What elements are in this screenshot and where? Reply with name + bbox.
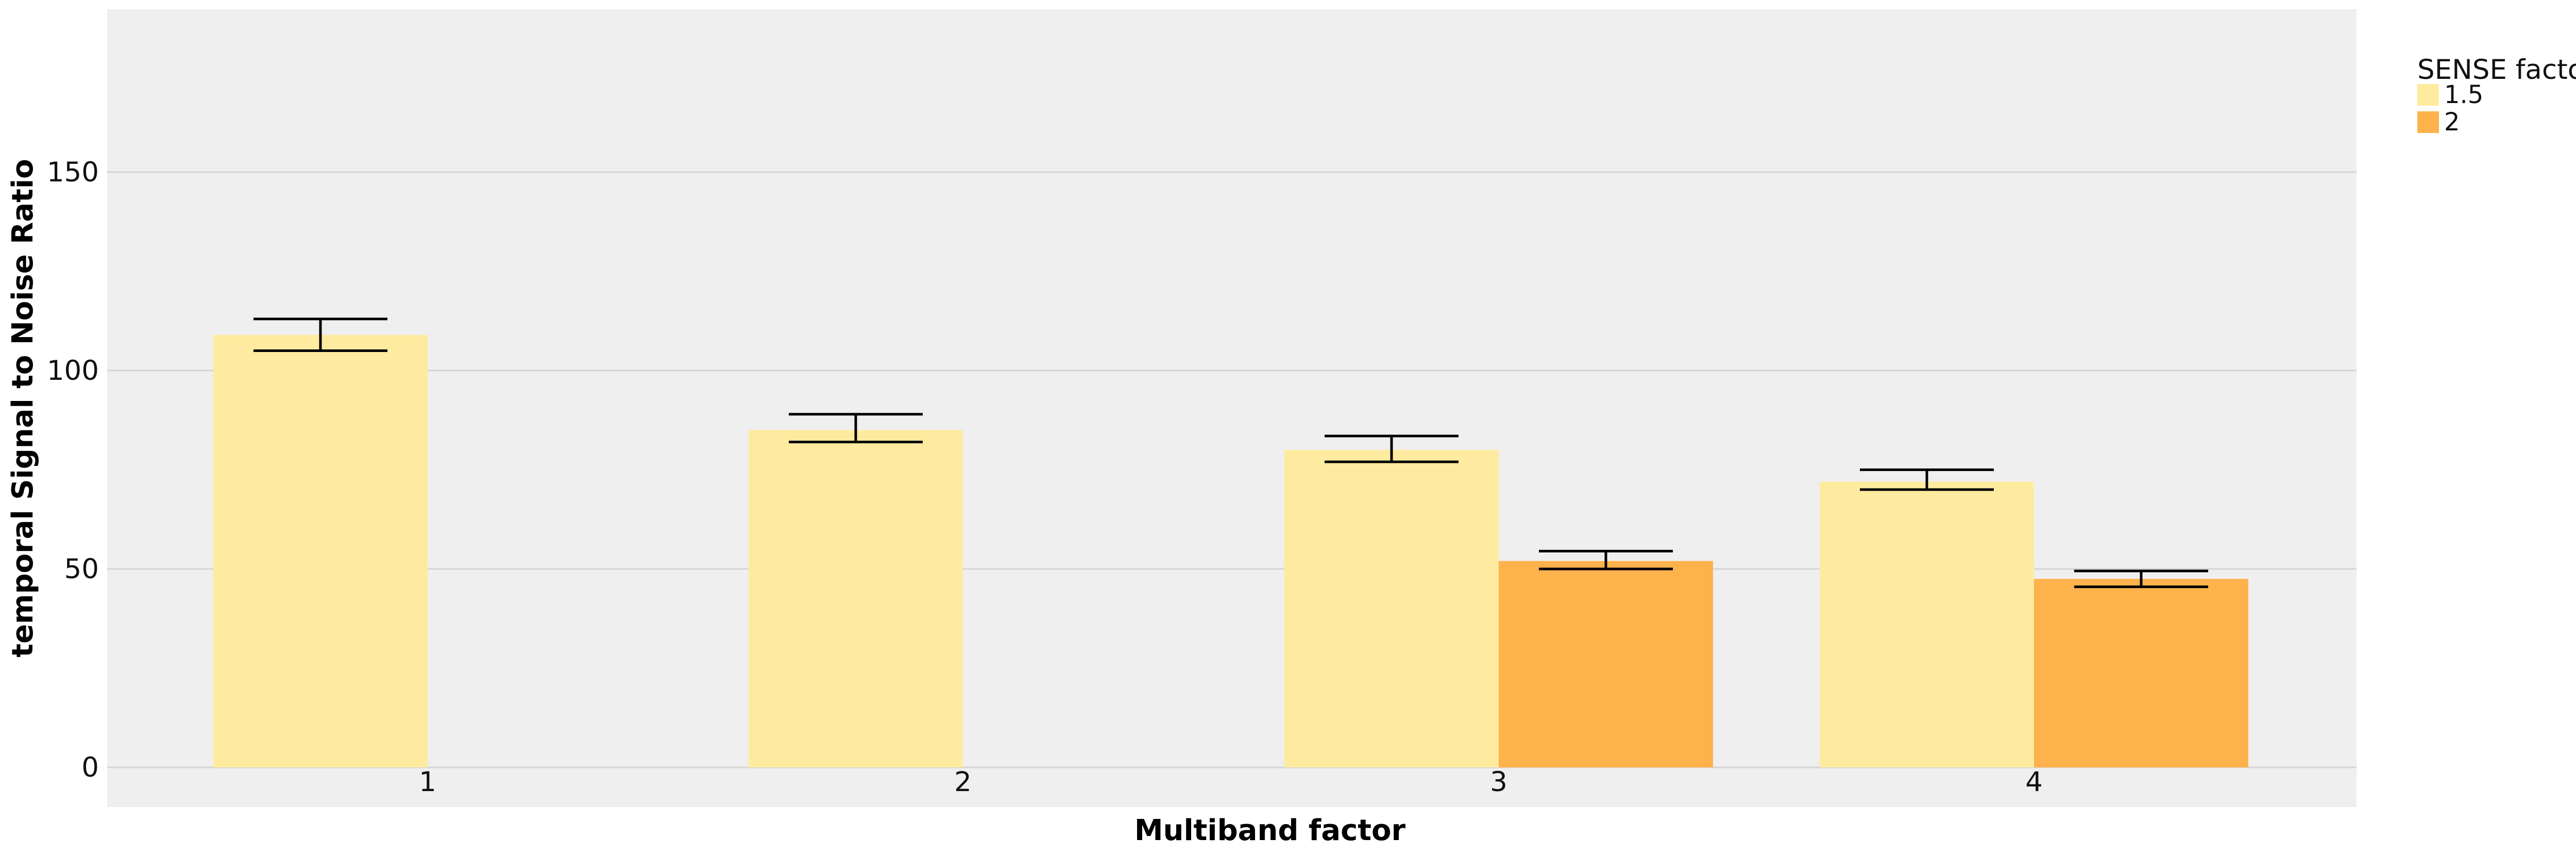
y-tick-label: 50 [64, 554, 99, 585]
error-bar-sense-1-5-mb-2 [789, 413, 923, 444]
x-axis-ticks: 1 2 3 4 [419, 766, 2043, 798]
y-tick-label: 0 [81, 752, 99, 783]
bar-sense-1-5-mb-3 [1284, 450, 1499, 767]
y-tick-label: 150 [47, 157, 99, 188]
error-bar-sense-2-mb-3 [1539, 549, 1673, 571]
y-axis-title: temporal Signal to Noise Ratio [6, 159, 40, 657]
error-bar-sense-1-5-mb-3 [1325, 434, 1459, 463]
error-bar-sense-1-5-mb-4 [1860, 468, 1994, 491]
error-bars [253, 317, 2208, 589]
bar-sense-2-mb-3 [1499, 561, 1713, 767]
bar-sense-2-mb-4 [2034, 579, 2248, 767]
x-tick-label: 2 [954, 766, 972, 798]
legend-swatch-2 [2417, 111, 2439, 133]
bar-sense-1-5-mb-4 [1820, 481, 2034, 767]
bars [213, 334, 2248, 767]
legend-title: SENSE factor [2417, 54, 2576, 86]
x-tick-label: 4 [2025, 766, 2043, 798]
error-bar-sense-2-mb-4 [2074, 569, 2208, 589]
x-tick-label: 1 [419, 766, 436, 798]
legend-swatch-1-5 [2417, 84, 2439, 106]
bar-sense-1-5-mb-2 [749, 430, 963, 767]
legend: SENSE factor 1.5 2 [2417, 54, 2576, 137]
x-axis-title: Multiband factor [1134, 814, 1406, 847]
bar-sense-1-5-mb-1 [213, 334, 428, 767]
error-bar-sense-1-5-mb-1 [253, 317, 387, 352]
legend-label-1-5: 1.5 [2444, 80, 2483, 109]
legend-label-2: 2 [2444, 108, 2460, 137]
x-tick-label: 3 [1490, 766, 1507, 798]
y-tick-label: 100 [47, 355, 99, 387]
y-axis-ticks: 0 50 100 150 [47, 157, 99, 783]
